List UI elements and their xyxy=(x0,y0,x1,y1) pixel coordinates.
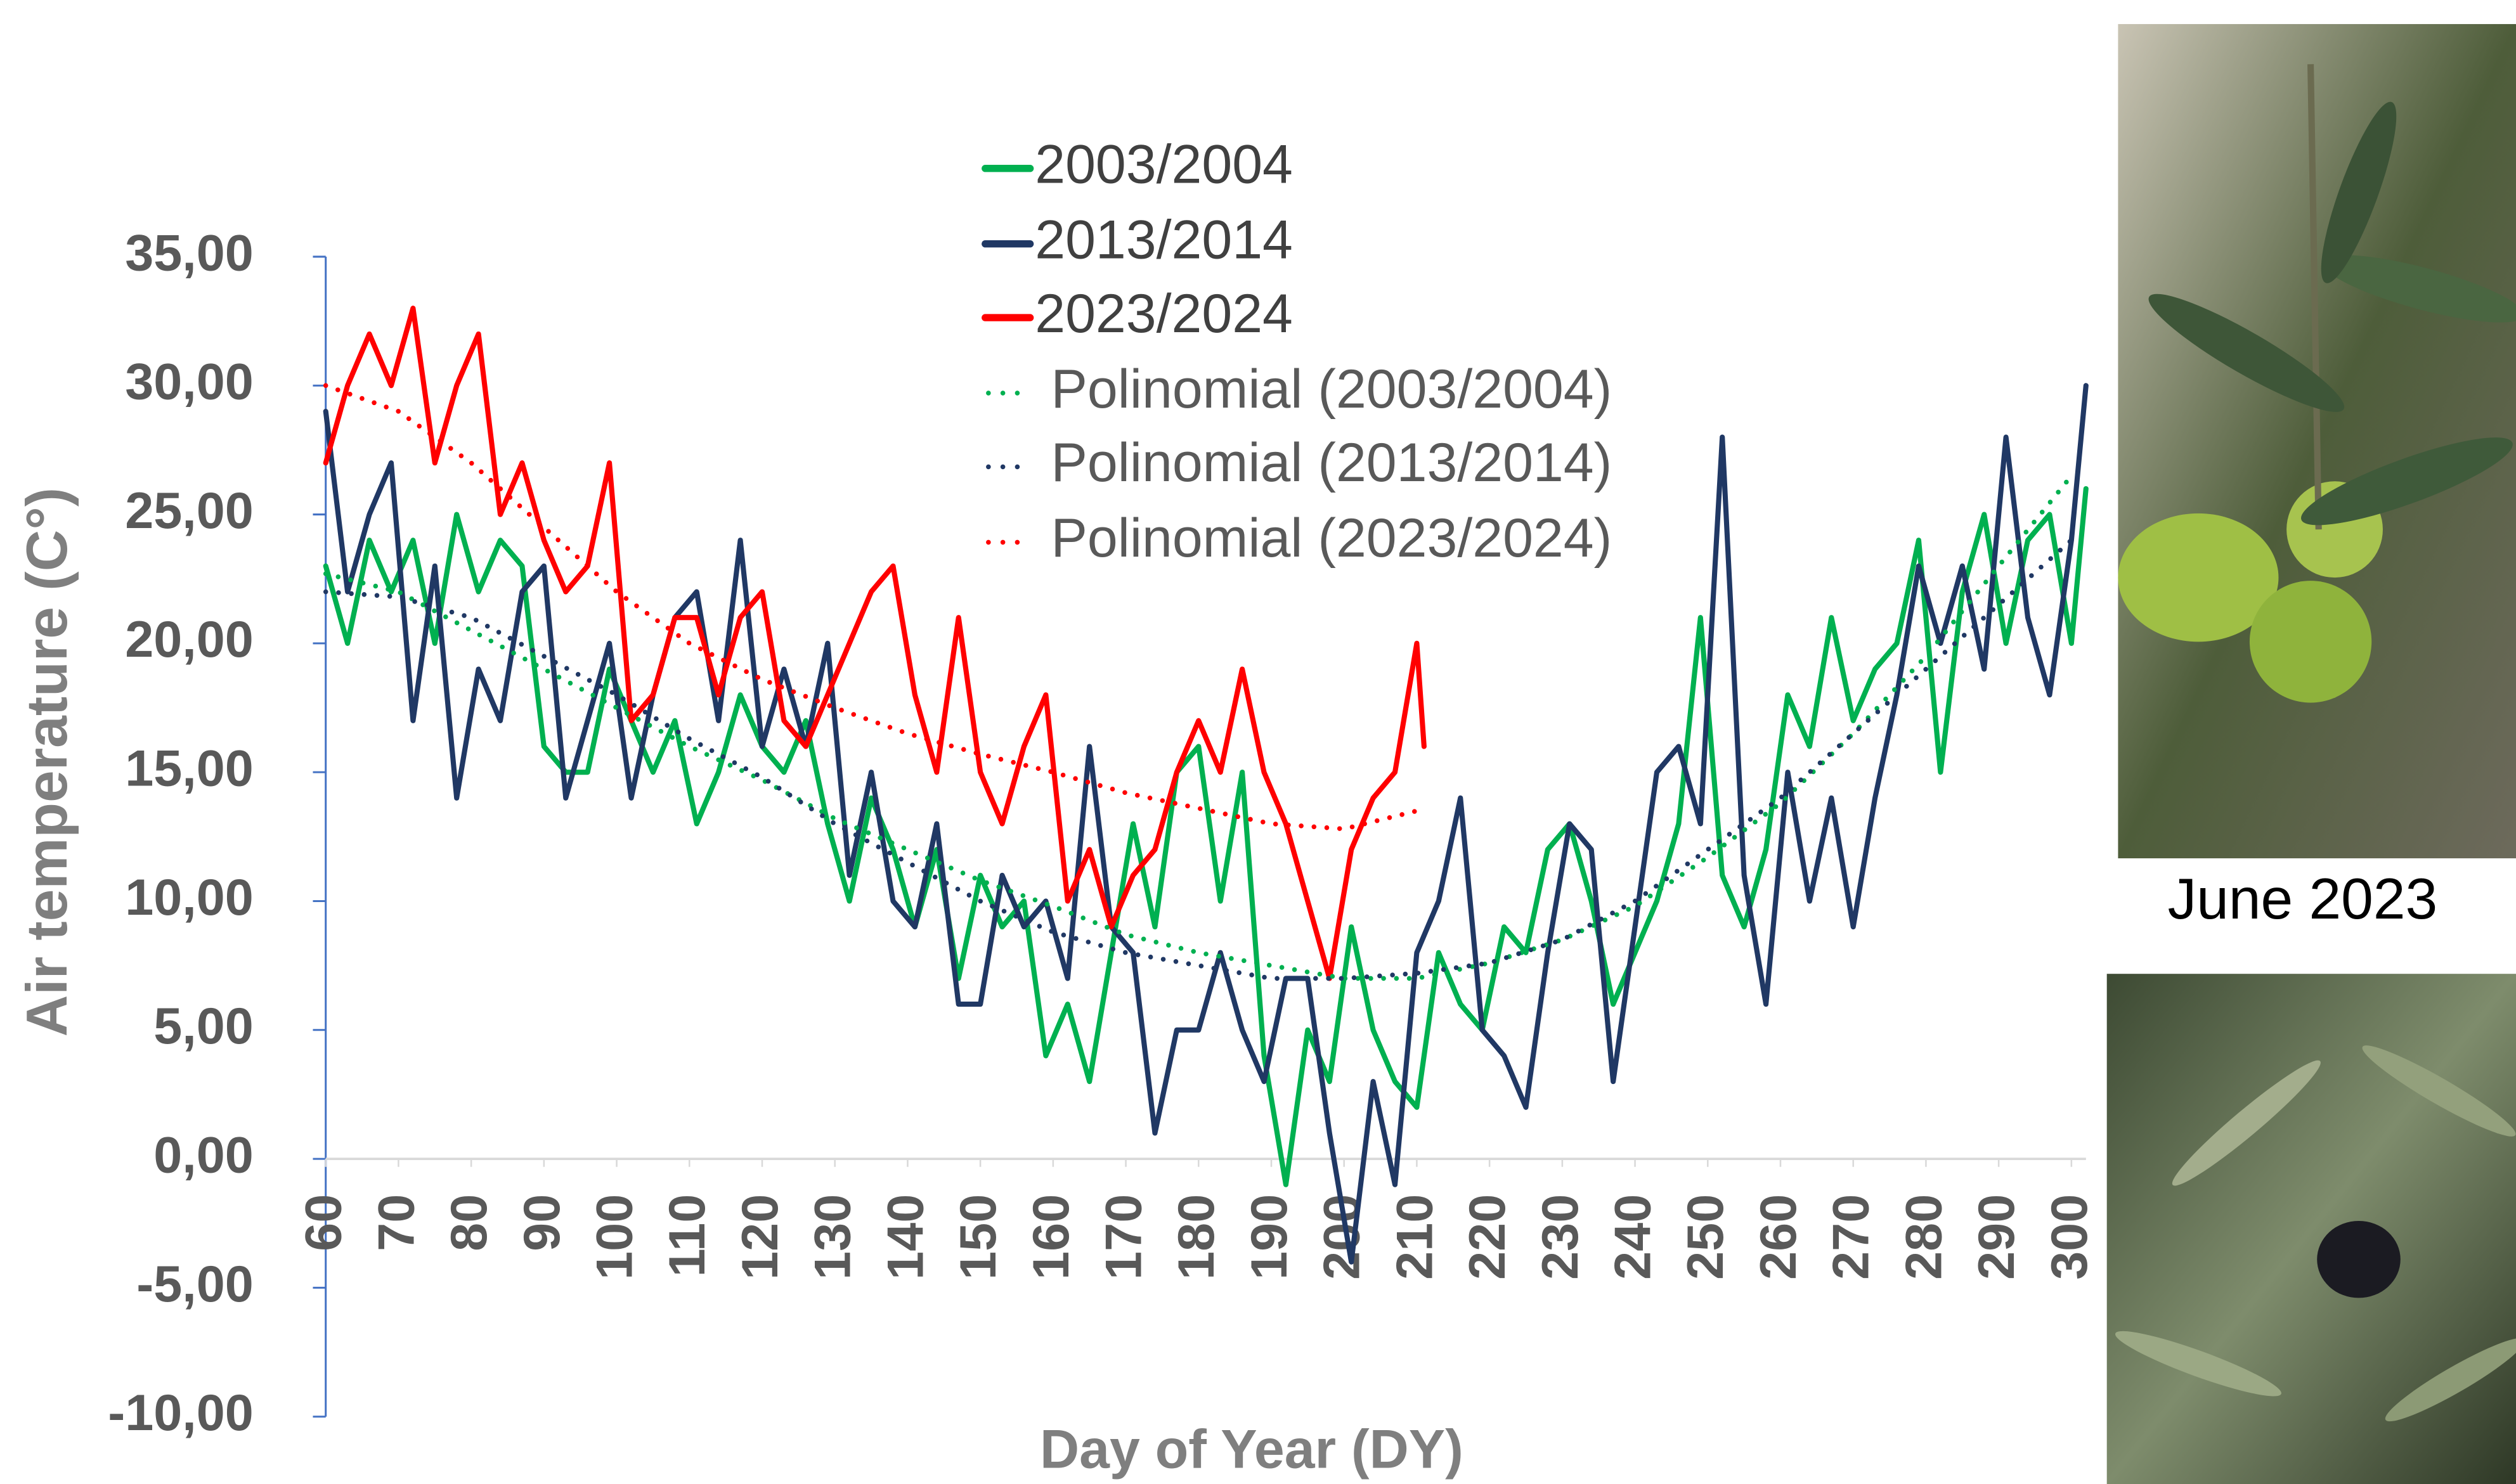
y-tick-label: -5,00 xyxy=(136,1256,254,1313)
x-tick-label: 60 xyxy=(295,1194,353,1251)
x-tick-label: 270 xyxy=(1823,1194,1880,1280)
series-line xyxy=(323,306,1427,981)
trend-line xyxy=(323,473,2074,981)
y-tick-label: 0,00 xyxy=(153,1126,254,1184)
x-tick-label: 170 xyxy=(1095,1194,1152,1280)
legend-label: Polinomial (2013/2014) xyxy=(1051,432,1612,493)
y-tick-label: 35,00 xyxy=(125,224,254,281)
y-tick-label: 5,00 xyxy=(153,998,254,1055)
x-tick-label: 160 xyxy=(1023,1194,1080,1280)
y-tick-label: 20,00 xyxy=(125,611,254,668)
photo-caption: June 2023 xyxy=(2168,867,2437,931)
x-tick-label: 240 xyxy=(1604,1194,1661,1280)
photo-top xyxy=(2118,23,2516,858)
x-tick-label: 230 xyxy=(1532,1194,1589,1280)
x-axis-title: Day of Year (DY) xyxy=(1040,1419,1463,1480)
y-tick-label: 10,00 xyxy=(125,869,254,926)
series-line xyxy=(323,383,2089,1265)
x-tick-label: 220 xyxy=(1459,1194,1516,1280)
x-tick-label: 80 xyxy=(441,1194,498,1251)
x-tick-label: 130 xyxy=(805,1194,862,1280)
legend-label: 2003/2004 xyxy=(1035,134,1293,195)
photo-bottom xyxy=(2106,974,2516,1484)
x-tick-label: 100 xyxy=(586,1194,643,1280)
x-tick-label: 110 xyxy=(659,1194,716,1277)
legend-label: 2013/2014 xyxy=(1035,209,1293,270)
x-tick-label: 280 xyxy=(1895,1194,1952,1280)
legend-label: Polinomial (2023/2024) xyxy=(1051,508,1612,569)
x-tick-label: 140 xyxy=(877,1194,934,1280)
x-tick-label: 70 xyxy=(368,1194,425,1251)
legend-label: Polinomial (2003/2004) xyxy=(1051,359,1612,420)
trend-line xyxy=(323,538,2074,981)
x-tick-label: 120 xyxy=(732,1194,789,1280)
x-tick-label: 260 xyxy=(1750,1194,1807,1280)
legend-label: 2023/2024 xyxy=(1035,283,1293,344)
y-tick-label: 15,00 xyxy=(125,740,254,797)
x-tick-label: 150 xyxy=(950,1194,1007,1280)
x-tick-label: 90 xyxy=(514,1194,571,1251)
x-tick-label: 190 xyxy=(1241,1194,1298,1280)
x-tick-label: 290 xyxy=(1968,1194,2025,1280)
x-tick-label: 210 xyxy=(1386,1194,1443,1280)
y-axis-title: Air temperature (C°) xyxy=(15,487,79,1037)
y-tick-label: 25,00 xyxy=(125,482,254,539)
series-line xyxy=(323,486,2089,1187)
x-tick-label: 180 xyxy=(1168,1194,1225,1280)
y-tick-label: 30,00 xyxy=(125,354,254,411)
x-tick-label: 300 xyxy=(2041,1194,2098,1280)
y-tick-label: -10,00 xyxy=(108,1384,254,1442)
x-tick-label: 250 xyxy=(1677,1194,1734,1280)
